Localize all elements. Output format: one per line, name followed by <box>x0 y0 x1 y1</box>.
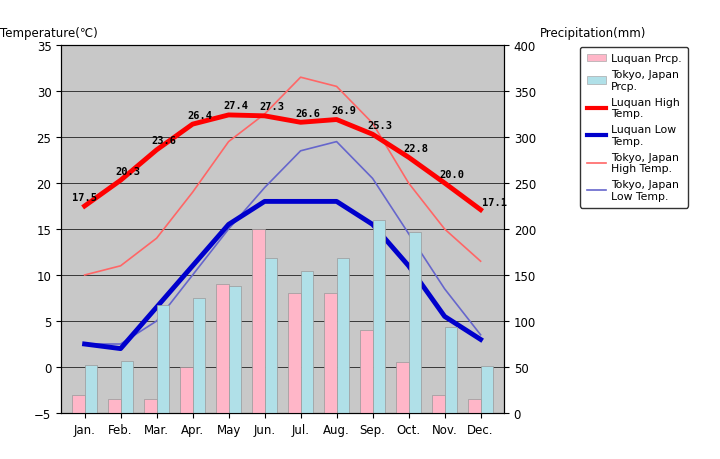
Text: 26.6: 26.6 <box>295 109 320 118</box>
Legend: Luquan Prcp., Tokyo, Japan
Prcp., Luquan High
Temp., Luquan Low
Temp., Tokyo, Ja: Luquan Prcp., Tokyo, Japan Prcp., Luquan… <box>580 48 688 208</box>
Text: 27.3: 27.3 <box>259 102 284 112</box>
Bar <box>85 365 97 413</box>
Text: 27.4: 27.4 <box>223 101 248 111</box>
Text: 22.8: 22.8 <box>403 144 428 153</box>
Text: Temperature(℃): Temperature(℃) <box>0 28 98 40</box>
Bar <box>396 363 408 413</box>
Text: 17.1: 17.1 <box>482 198 508 207</box>
Bar <box>468 399 480 413</box>
Bar <box>444 328 457 413</box>
Bar <box>336 259 349 413</box>
Bar <box>300 272 313 413</box>
Text: 20.0: 20.0 <box>439 169 464 179</box>
Bar <box>360 330 373 413</box>
Bar <box>121 362 133 413</box>
Text: 26.9: 26.9 <box>331 106 356 116</box>
Bar <box>156 306 169 413</box>
Bar <box>72 395 85 413</box>
Bar <box>192 298 205 413</box>
Bar <box>480 366 493 413</box>
Bar <box>372 220 385 413</box>
Text: 25.3: 25.3 <box>367 121 392 130</box>
Text: 26.4: 26.4 <box>187 111 212 120</box>
Bar <box>252 230 265 413</box>
Text: Precipitation(mm): Precipitation(mm) <box>540 28 647 40</box>
Bar <box>228 286 241 413</box>
Bar <box>265 259 277 413</box>
Text: 23.6: 23.6 <box>151 136 176 146</box>
Bar <box>216 285 228 413</box>
Text: 17.5: 17.5 <box>72 192 97 202</box>
Bar <box>288 294 301 413</box>
Bar <box>144 399 156 413</box>
Text: 20.3: 20.3 <box>115 167 140 176</box>
Bar <box>432 395 444 413</box>
Bar <box>108 399 120 413</box>
Bar <box>180 367 193 413</box>
Bar <box>408 232 421 413</box>
Bar <box>324 294 336 413</box>
